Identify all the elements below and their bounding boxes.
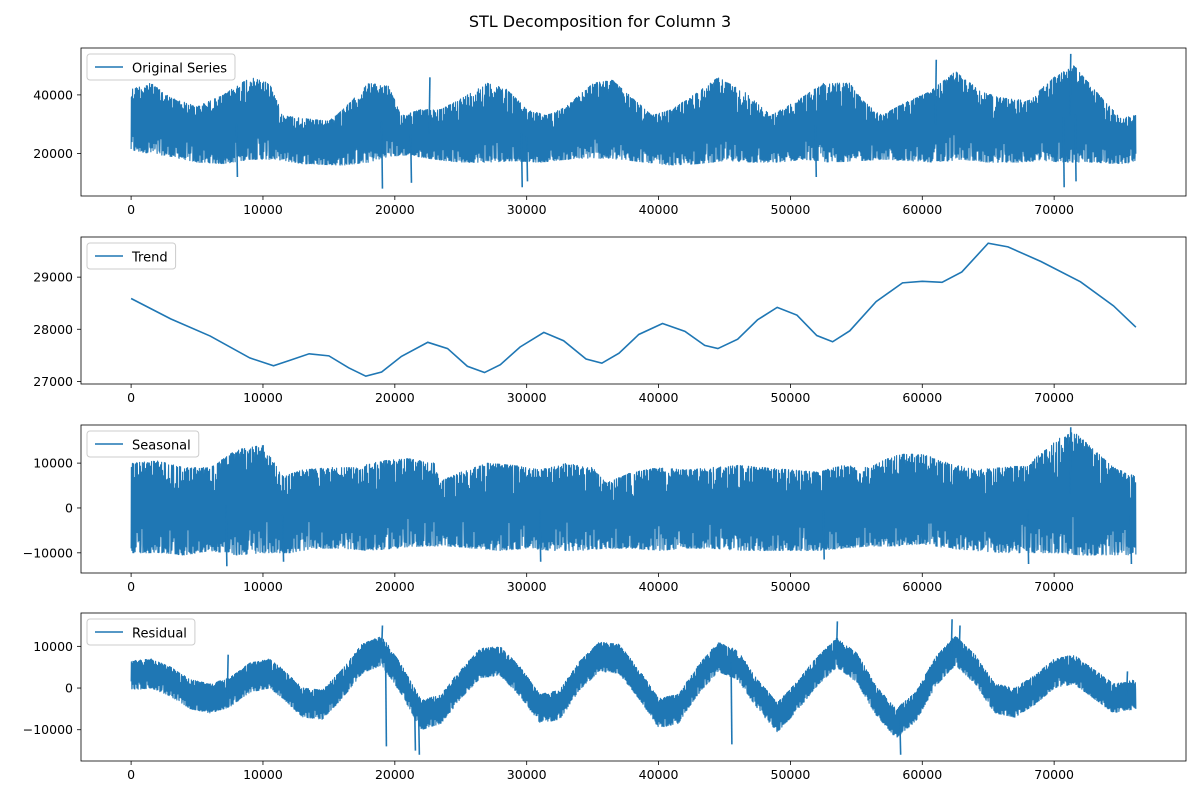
legend-box <box>86 618 196 646</box>
series-spike <box>409 134 413 183</box>
x-tick-label: 50000 <box>771 767 811 782</box>
series-spike <box>380 121 384 189</box>
series-layer <box>130 242 1137 378</box>
x-tick-label: 70000 <box>1034 202 1074 217</box>
series-spike <box>1125 671 1129 697</box>
y-tick-label: 0 <box>65 681 73 696</box>
x-tick-label: 10000 <box>243 579 283 594</box>
series-spike <box>520 132 524 188</box>
y-tick-label: 10000 <box>33 456 73 471</box>
x-tick-label: 10000 <box>243 390 283 405</box>
x-tick-label: 10000 <box>243 767 283 782</box>
y-tick-label: 10000 <box>33 639 73 654</box>
legend-box <box>86 242 177 270</box>
series-layer <box>130 53 1137 189</box>
x-tick-label: 30000 <box>507 579 547 594</box>
series-spike <box>730 662 733 745</box>
series-spike <box>539 509 542 562</box>
axes-frame <box>80 424 1187 574</box>
series-spike <box>822 510 825 560</box>
x-tick-label: 50000 <box>771 390 811 405</box>
series-layer <box>130 427 1137 567</box>
x-tick-label: 30000 <box>507 767 547 782</box>
series-spike <box>835 621 839 653</box>
series-spike <box>428 77 431 135</box>
axes-frame <box>80 612 1187 762</box>
series-line-original-series <box>130 65 1137 166</box>
x-tick-label: 40000 <box>639 767 679 782</box>
series-spike <box>384 656 388 747</box>
x-tick-label: 60000 <box>902 202 942 217</box>
legend-label: Original Series <box>132 62 227 77</box>
series-spike <box>380 625 384 651</box>
subplot-3: 0 10000 20000 30000 40000 50000 60000 70000 −100… <box>23 424 1187 594</box>
x-tick-label: 20000 <box>375 202 415 217</box>
x-tick-label: 60000 <box>902 767 942 782</box>
series-spike <box>235 123 239 177</box>
y-tick-label: −10000 <box>23 722 73 737</box>
legend-box <box>86 53 236 81</box>
x-tick-label: 50000 <box>771 202 811 217</box>
series-spike <box>1129 514 1133 565</box>
y-tick-label: 40000 <box>33 87 73 102</box>
x-tick-label: 10000 <box>243 202 283 217</box>
series-layer <box>130 619 1137 755</box>
series-spike <box>131 660 135 676</box>
series-spike <box>1026 509 1030 565</box>
series-spike <box>1074 114 1077 182</box>
x-tick-label: 0 <box>127 390 135 405</box>
subplot-4: 0 10000 20000 30000 40000 50000 60000 70000 −100… <box>23 612 1187 782</box>
legend-label: Seasonal <box>132 439 191 454</box>
series-spike <box>814 124 818 177</box>
series-spike <box>1069 427 1072 494</box>
legend-label: Trend <box>131 251 168 266</box>
trend-line <box>130 242 1137 378</box>
x-tick-label: 30000 <box>507 390 547 405</box>
series-spike <box>225 505 228 567</box>
x-tick-label: 50000 <box>771 579 811 594</box>
x-tick-label: 70000 <box>1034 579 1074 594</box>
x-tick-label: 40000 <box>639 390 679 405</box>
axes-frame <box>80 47 1187 197</box>
x-tick-label: 20000 <box>375 767 415 782</box>
x-tick-label: 20000 <box>375 579 415 594</box>
series-line-seasonal <box>130 432 1137 556</box>
series-spike <box>958 625 961 655</box>
y-tick-label: 27000 <box>33 374 73 389</box>
x-tick-label: 40000 <box>639 202 679 217</box>
x-tick-label: 30000 <box>507 202 547 217</box>
series-spike <box>413 703 417 751</box>
x-tick-label: 0 <box>127 579 135 594</box>
series-spike <box>899 720 902 755</box>
x-tick-label: 40000 <box>639 579 679 594</box>
x-tick-label: 20000 <box>375 390 415 405</box>
subplot-1: 0 10000 20000 30000 40000 50000 60000 70000 2000… <box>33 47 1187 217</box>
series-spike <box>934 59 938 125</box>
x-tick-label: 0 <box>127 202 135 217</box>
legend-box <box>86 430 200 458</box>
series-spike <box>950 619 953 655</box>
y-tick-label: 29000 <box>33 270 73 285</box>
legend-label: Residual <box>132 627 187 642</box>
x-tick-label: 70000 <box>1034 767 1074 782</box>
y-tick-label: 20000 <box>33 146 73 161</box>
series-spike <box>281 514 285 562</box>
series-spike <box>417 710 421 755</box>
axes-frame <box>80 236 1187 385</box>
x-tick-label: 60000 <box>902 579 942 594</box>
figure-title: STL Decomposition for Column 3 <box>468 12 732 31</box>
x-tick-label: 0 <box>127 767 135 782</box>
series-spike <box>1069 53 1072 116</box>
series-line-residual <box>130 636 1137 738</box>
x-tick-label: 60000 <box>902 390 942 405</box>
series-spike <box>525 135 529 182</box>
y-tick-label: −10000 <box>23 545 73 560</box>
x-tick-label: 70000 <box>1034 390 1074 405</box>
y-tick-label: 28000 <box>33 322 73 337</box>
series-spike <box>1062 116 1065 188</box>
subplot-2: 0 10000 20000 30000 40000 50000 60000 70000 2700… <box>33 236 1187 405</box>
series-spike <box>226 654 229 694</box>
y-tick-label: 0 <box>65 500 73 515</box>
